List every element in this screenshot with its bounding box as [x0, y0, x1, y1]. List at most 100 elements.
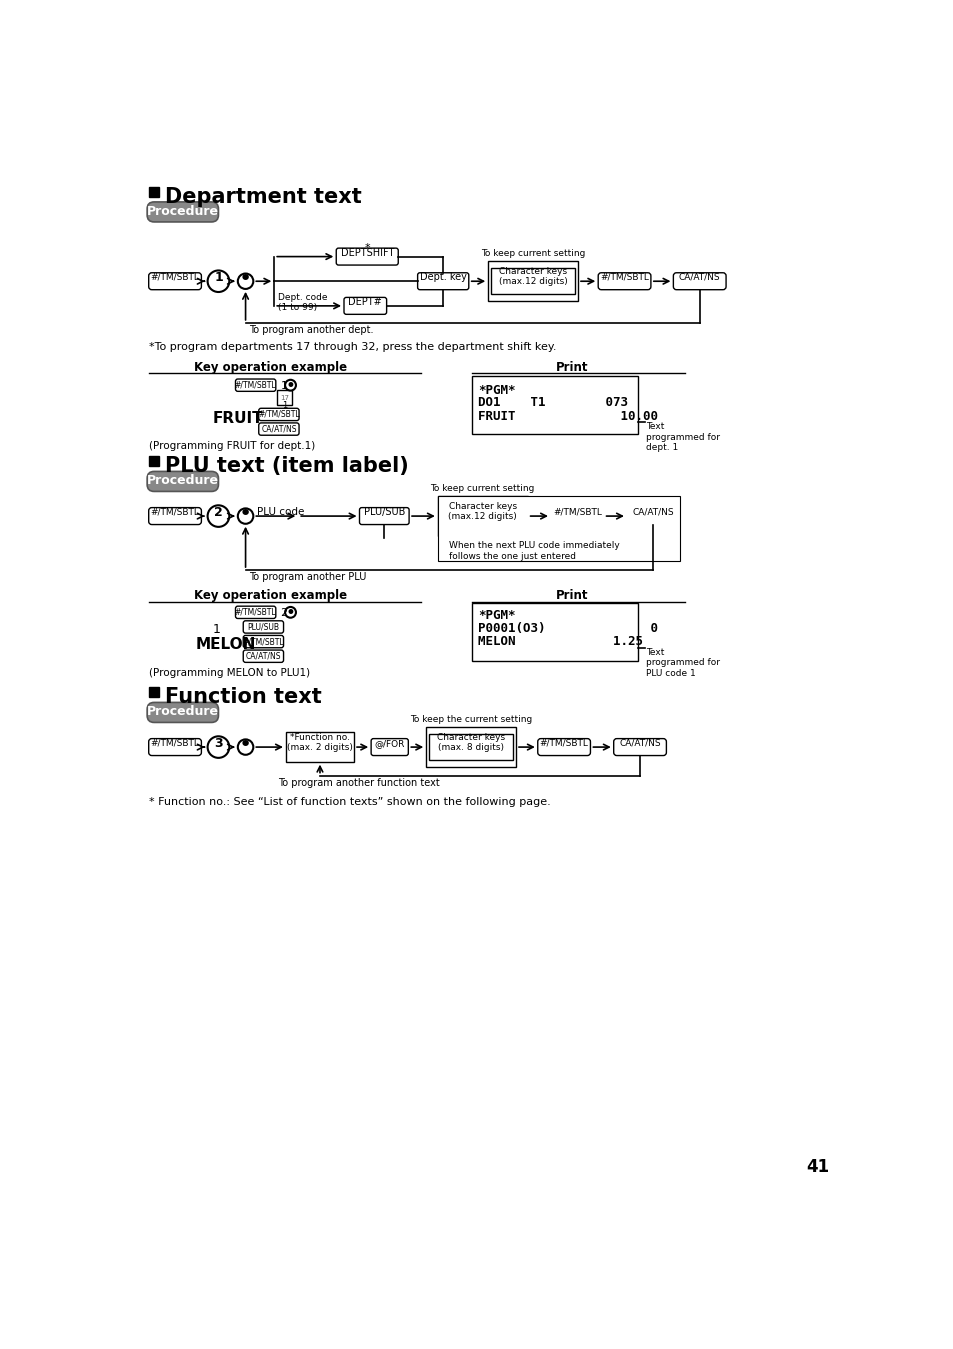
Text: •: • — [285, 604, 295, 622]
Bar — [440, 503, 524, 529]
FancyBboxPatch shape — [626, 507, 679, 525]
Text: 41: 41 — [805, 1157, 828, 1176]
Circle shape — [237, 739, 253, 755]
Circle shape — [237, 274, 253, 289]
Text: To keep the current setting: To keep the current setting — [410, 715, 532, 724]
FancyBboxPatch shape — [344, 297, 386, 314]
Text: CA/AT/NS: CA/AT/NS — [245, 652, 281, 661]
Text: *PGM*: *PGM* — [477, 610, 515, 622]
Bar — [149, 456, 158, 465]
Circle shape — [208, 737, 229, 758]
Text: Procedure: Procedure — [147, 706, 218, 718]
Text: #/TM/SBTL: #/TM/SBTL — [539, 739, 588, 747]
Circle shape — [285, 380, 295, 391]
Text: #/TM/SBTL: #/TM/SBTL — [242, 637, 284, 646]
Text: CA/AT/NS: CA/AT/NS — [632, 507, 674, 517]
Text: 1: 1 — [280, 380, 287, 391]
Text: •: • — [238, 503, 252, 523]
FancyBboxPatch shape — [147, 471, 218, 491]
FancyBboxPatch shape — [243, 621, 283, 633]
Text: *PGM*: *PGM* — [477, 383, 515, 397]
Text: FRUIT: FRUIT — [212, 411, 263, 426]
Text: Dept. code
(1 to 99): Dept. code (1 to 99) — [278, 293, 327, 312]
Text: Print: Print — [556, 590, 588, 602]
FancyBboxPatch shape — [335, 248, 397, 264]
Bar — [426, 727, 516, 768]
Text: #/TM/SBTL: #/TM/SBTL — [258, 410, 299, 420]
Bar — [149, 687, 158, 697]
Bar — [437, 496, 527, 536]
Text: To program another dept.: To program another dept. — [249, 325, 374, 335]
Text: Character keys
(max.12 digits): Character keys (max.12 digits) — [498, 267, 567, 286]
Text: 3: 3 — [213, 737, 223, 750]
Text: Dept. key: Dept. key — [419, 272, 466, 282]
Text: PLU text (item label): PLU text (item label) — [165, 456, 408, 476]
FancyBboxPatch shape — [673, 272, 725, 290]
Text: *: * — [364, 244, 370, 254]
FancyBboxPatch shape — [149, 272, 201, 290]
Text: #/TM/SBTL: #/TM/SBTL — [234, 608, 276, 616]
Text: #/TM/SBTL: #/TM/SBTL — [151, 739, 199, 747]
Bar — [472, 603, 638, 661]
Text: (Programming FRUIT for dept.1): (Programming FRUIT for dept.1) — [149, 441, 314, 451]
FancyBboxPatch shape — [550, 507, 603, 525]
Text: Character keys
(max.12 digits): Character keys (max.12 digits) — [448, 502, 517, 521]
Text: DEPT#: DEPT# — [348, 297, 382, 308]
Text: #/TM/SBTL: #/TM/SBTL — [151, 507, 199, 517]
FancyBboxPatch shape — [417, 272, 468, 290]
Text: •: • — [238, 735, 252, 755]
Text: * Function no.: See “List of function texts” shown on the following page.: * Function no.: See “List of function te… — [149, 797, 550, 807]
Text: 1: 1 — [281, 402, 287, 410]
Bar — [286, 733, 354, 762]
Text: •: • — [238, 268, 252, 289]
Circle shape — [285, 607, 295, 618]
FancyBboxPatch shape — [147, 703, 218, 723]
Text: To program another PLU: To program another PLU — [249, 572, 367, 583]
Text: PLU/SUB: PLU/SUB — [247, 622, 279, 631]
Text: DO1    T1        073: DO1 T1 073 — [477, 397, 627, 409]
Text: (Programming MELON to PLU1): (Programming MELON to PLU1) — [149, 668, 310, 677]
Bar — [437, 496, 679, 561]
Text: Procedure: Procedure — [147, 473, 218, 487]
Text: *To program departments 17 through 32, press the department shift key.: *To program departments 17 through 32, p… — [149, 343, 556, 352]
Circle shape — [208, 506, 229, 527]
FancyBboxPatch shape — [243, 650, 283, 662]
Text: #/TM/SBTL: #/TM/SBTL — [234, 380, 276, 390]
Text: Procedure: Procedure — [147, 205, 218, 217]
FancyBboxPatch shape — [537, 739, 590, 755]
Bar — [429, 734, 513, 761]
Text: *Function no.
(max. 2 digits): *Function no. (max. 2 digits) — [287, 733, 353, 753]
Text: Text
programmed for
PLU code 1: Text programmed for PLU code 1 — [645, 648, 720, 677]
Text: Key operation example: Key operation example — [193, 590, 347, 602]
Text: When the next PLU code immediately
follows the one just entered: When the next PLU code immediately follo… — [448, 541, 618, 561]
Text: CA/AT/NS: CA/AT/NS — [261, 425, 296, 433]
Text: FRUIT              10.00: FRUIT 10.00 — [477, 410, 658, 422]
Text: Character keys
(max. 8 digits): Character keys (max. 8 digits) — [436, 733, 505, 753]
Text: To keep current setting: To keep current setting — [430, 484, 535, 492]
Text: •: • — [285, 376, 295, 395]
Text: 1: 1 — [212, 623, 220, 637]
Text: MELON: MELON — [195, 637, 255, 652]
Text: Department text: Department text — [165, 186, 361, 206]
Text: #/TM/SBTL: #/TM/SBTL — [552, 507, 601, 517]
Text: 1: 1 — [213, 271, 223, 283]
Text: #/TM/SBTL: #/TM/SBTL — [151, 272, 199, 282]
Bar — [276, 390, 292, 405]
Bar — [472, 376, 638, 433]
Text: 2: 2 — [213, 506, 223, 519]
FancyBboxPatch shape — [235, 379, 275, 391]
Text: MELON             1.25: MELON 1.25 — [477, 635, 642, 649]
FancyBboxPatch shape — [359, 507, 409, 525]
Text: DEPTSHIFT: DEPTSHIFT — [340, 248, 394, 258]
Text: To program another function text: To program another function text — [278, 778, 439, 788]
Text: CA/AT/NS: CA/AT/NS — [679, 272, 720, 282]
FancyBboxPatch shape — [149, 507, 201, 525]
FancyBboxPatch shape — [258, 409, 298, 421]
Text: P0001(O3)              0: P0001(O3) 0 — [477, 622, 658, 634]
Text: Function text: Function text — [165, 687, 321, 707]
FancyBboxPatch shape — [147, 202, 218, 223]
FancyBboxPatch shape — [613, 739, 666, 755]
FancyBboxPatch shape — [149, 739, 201, 755]
FancyBboxPatch shape — [598, 272, 650, 290]
FancyBboxPatch shape — [258, 422, 298, 436]
